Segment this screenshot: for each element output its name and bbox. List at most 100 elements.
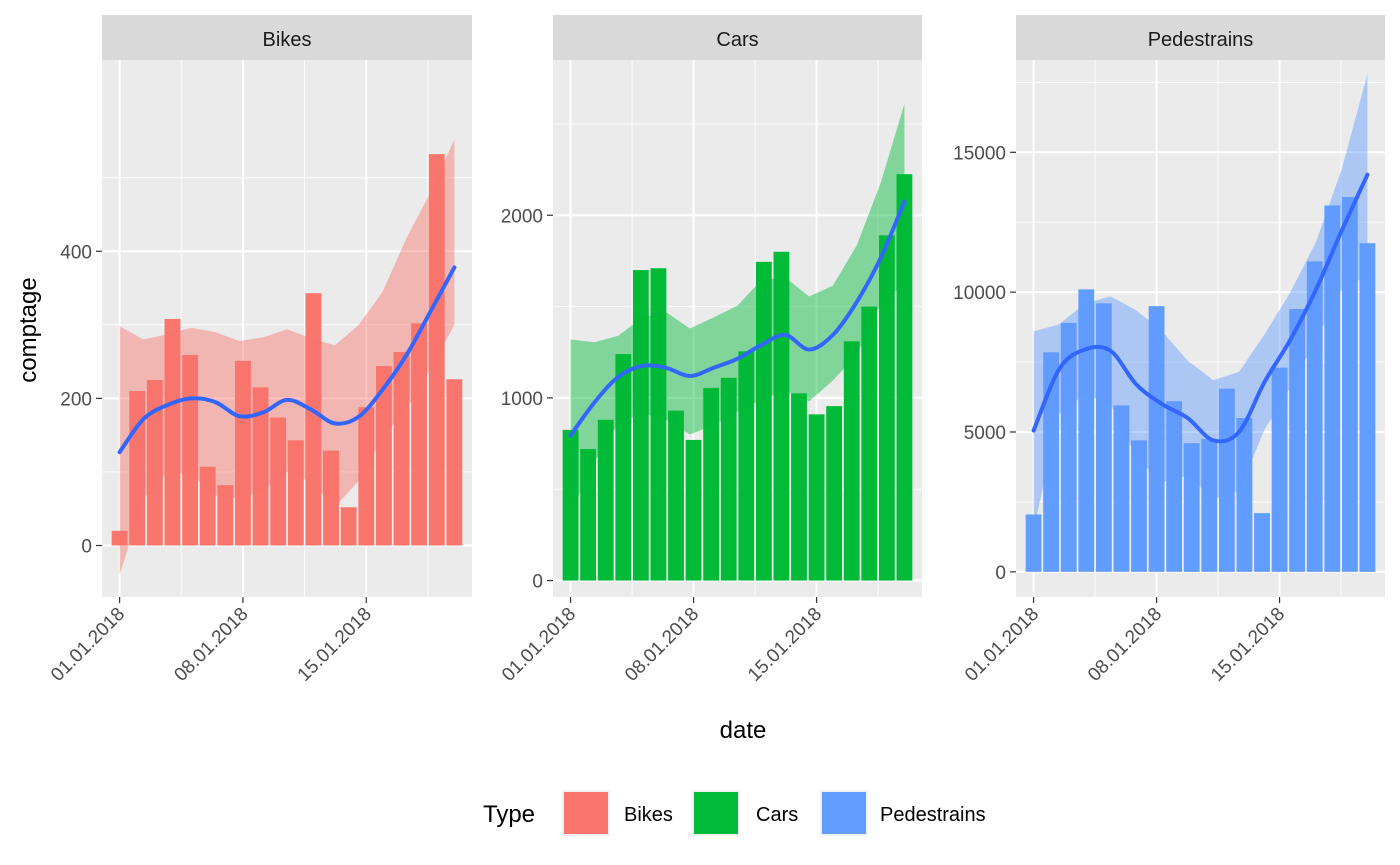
bar: [632, 270, 649, 581]
facet-bikes: Bikes 0 200 400 01.01.2018 08.01.2018 15.01.20…: [47, 15, 472, 686]
y-tick-label: 15000: [953, 143, 1006, 164]
bar: [428, 154, 445, 546]
bar: [358, 407, 375, 546]
facet-strip-label: Bikes: [263, 29, 312, 51]
bar: [668, 410, 684, 581]
panel-background: [1016, 60, 1385, 597]
bar: [217, 485, 234, 546]
bar: [1043, 352, 1060, 572]
bar: [878, 235, 895, 581]
bar: [305, 293, 322, 546]
facet-strip-label: Cars: [716, 29, 758, 51]
x-tick-label: 15.01.2018: [1207, 604, 1289, 686]
bar: [111, 530, 128, 546]
bar: [1254, 513, 1270, 572]
x-tick-label: 08.01.2018: [621, 604, 703, 686]
legend-items: Bikes Cars Pedestrains: [562, 790, 986, 836]
bar: [1359, 243, 1376, 572]
panel-background: [102, 60, 472, 597]
bar: [791, 393, 807, 581]
bar: [808, 414, 825, 581]
bar: [411, 323, 428, 546]
facet-strip: [1016, 15, 1385, 60]
bar: [375, 366, 392, 546]
bar: [252, 387, 269, 546]
facet-strip-label: Pedestrains: [1148, 29, 1254, 51]
bar: [1271, 367, 1288, 572]
x-tick-label: 01.01.2018: [47, 604, 129, 686]
facet-pedestrains: Pedestrains 0 5000 10000 15000 01.01.2018 08.0…: [953, 15, 1385, 686]
confidence-ribbon: [1033, 73, 1368, 530]
legend-key: [694, 792, 738, 834]
bar: [562, 429, 579, 581]
bar: [703, 387, 720, 581]
bar: [685, 439, 702, 581]
y-tick-label: 0: [995, 563, 1006, 584]
x-tick-label: 01.01.2018: [498, 604, 580, 686]
legend-title: Type: [483, 801, 535, 828]
bar: [182, 354, 199, 546]
y-tick-label: 200: [60, 389, 92, 410]
confidence-ribbon: [570, 103, 905, 513]
bar: [164, 318, 181, 546]
bar: [1289, 308, 1306, 572]
legend: Type Bikes Cars Pedestrains: [483, 790, 986, 836]
facet-strip: [102, 15, 472, 60]
y-tick-label: 2000: [501, 206, 543, 227]
bar: [650, 268, 667, 581]
y-tick-label: 5000: [964, 423, 1006, 444]
legend-item-bikes: Bikes: [562, 790, 673, 836]
bar: [199, 466, 216, 546]
bar: [446, 379, 463, 546]
x-tick-label: 15.01.2018: [744, 604, 826, 686]
x-tick-label: 01.01.2018: [961, 604, 1043, 686]
y-tick-label: 1000: [501, 389, 543, 410]
bar: [1131, 440, 1147, 572]
bar: [896, 174, 913, 581]
bar: [580, 449, 597, 581]
legend-key: [822, 792, 866, 834]
bar: [738, 351, 755, 581]
bar: [323, 450, 339, 546]
legend-item-pedestrains: Pedestrains: [820, 790, 986, 836]
x-tick-label: 08.01.2018: [170, 604, 252, 686]
x-tick-label: 08.01.2018: [1084, 604, 1166, 686]
bar: [1341, 197, 1358, 572]
y-axis-title: comptage: [15, 277, 42, 382]
bar: [1025, 514, 1042, 572]
bar: [1113, 405, 1130, 572]
bar: [1183, 443, 1200, 572]
bar: [1218, 388, 1235, 572]
bar: [340, 507, 357, 546]
bar: [826, 406, 843, 581]
facet-strip: [553, 15, 922, 60]
bar: [235, 360, 251, 546]
bar: [1236, 418, 1253, 572]
bar: [287, 440, 304, 546]
bar: [720, 377, 737, 581]
bar: [1148, 306, 1165, 572]
smooth-line: [117, 265, 457, 455]
confidence-ribbon: [119, 139, 455, 575]
bar: [146, 379, 163, 546]
bar: [1078, 289, 1095, 572]
y-tick-label: 400: [60, 242, 92, 263]
bar: [597, 419, 614, 581]
panel-background: [553, 60, 922, 597]
x-axis-title: date: [720, 717, 767, 744]
legend-item-cars: Cars: [692, 790, 798, 836]
bar: [1166, 401, 1183, 572]
y-tick-label: 0: [532, 572, 543, 593]
bar: [270, 417, 287, 546]
bar: [1306, 261, 1323, 572]
legend-key: [564, 792, 608, 834]
bar: [861, 306, 878, 581]
y-tick-label: 0: [81, 537, 92, 558]
smooth-line: [568, 199, 907, 438]
bar: [393, 352, 410, 546]
smooth-line: [1031, 172, 1370, 444]
bar: [1201, 438, 1218, 572]
facet-panels: Bikes 0 200 400 01.01.2018 08.01.2018 15.01.20…: [47, 15, 1385, 686]
y-tick-label: 10000: [953, 283, 1006, 304]
